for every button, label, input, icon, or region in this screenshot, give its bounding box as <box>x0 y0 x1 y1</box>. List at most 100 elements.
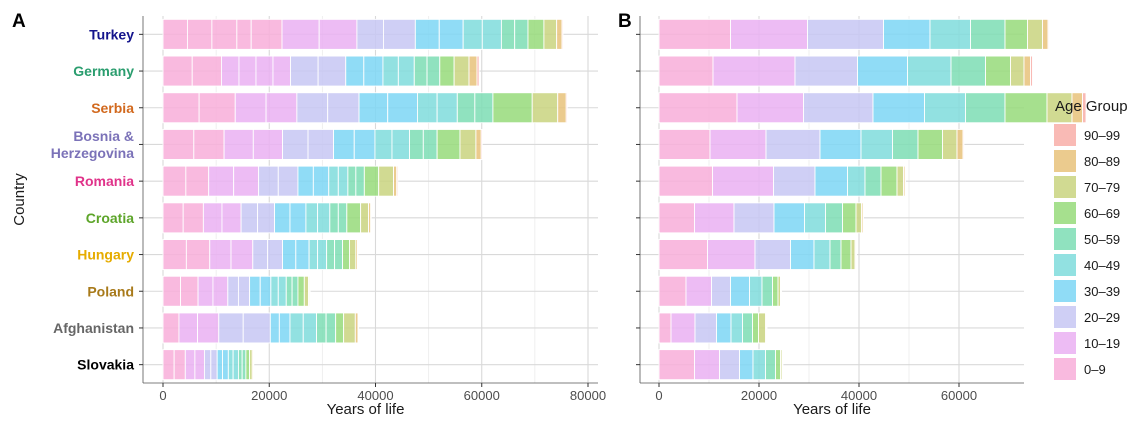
bar-segment <box>227 349 234 381</box>
x-axis-title: Years of life <box>327 401 405 418</box>
bar-segment <box>209 239 232 271</box>
bar-segment <box>191 55 222 87</box>
bar-segment <box>185 239 211 271</box>
bar-segment <box>733 202 775 234</box>
bar-segment <box>182 202 204 234</box>
bar-segment <box>203 349 212 381</box>
legend-swatch <box>1054 124 1076 146</box>
bar-segment <box>277 275 287 307</box>
y-tick-label: Afghanistan <box>53 320 134 336</box>
bar-segment <box>250 18 283 50</box>
bar-segment <box>514 18 529 50</box>
bar-segment <box>658 239 708 271</box>
x-tick-label: 20000 <box>741 388 777 403</box>
x-axis-title: Years of life <box>793 401 871 418</box>
panel-tag-A: A <box>12 11 26 32</box>
legend-label: 10–19 <box>1084 336 1120 351</box>
bar-segment <box>855 202 862 234</box>
bar-segment <box>892 128 919 160</box>
panel-tag-B: B <box>618 11 632 32</box>
bar-segment <box>752 349 766 381</box>
bar-segment <box>942 128 958 160</box>
bar-segment <box>855 239 857 271</box>
bar-segment <box>426 55 441 87</box>
bar-segment <box>397 55 415 87</box>
bar-segment <box>221 202 242 234</box>
x-tick-label: 0 <box>159 388 166 403</box>
bar-segment <box>556 18 563 50</box>
bar-segment <box>202 202 223 234</box>
legend-swatch <box>1054 150 1076 172</box>
bar-segment <box>850 239 856 271</box>
x-tick-label: 20000 <box>251 388 287 403</box>
y-tick-label: Slovakia <box>77 357 134 373</box>
bar-segment <box>658 202 695 234</box>
bar-segment <box>269 312 280 344</box>
bar-segment <box>326 239 336 271</box>
bar-segment <box>252 239 269 271</box>
y-tick-label: Croatia <box>86 210 134 226</box>
bar-segment <box>162 275 181 307</box>
bar-segment <box>1046 92 1073 124</box>
bar-segment <box>355 165 365 197</box>
y-tick-label: Poland <box>87 283 134 299</box>
bar-segment <box>773 202 805 234</box>
bar-segment <box>347 165 357 197</box>
y-tick-label: Turkey <box>89 26 134 42</box>
bar-segment <box>327 92 360 124</box>
bar-segment <box>409 128 424 160</box>
bar-segment <box>353 128 376 160</box>
bar-segment <box>272 55 291 87</box>
bar-segment <box>766 312 768 344</box>
y-tick-label: Bosnia & Herzegovina <box>51 128 134 161</box>
bar-segment <box>765 128 821 160</box>
panel-A: A 0 20000 40000 60000 80000 Years of life <box>12 11 606 418</box>
bar-segment <box>162 312 180 344</box>
bar-segment <box>212 275 229 307</box>
bar-segment <box>328 165 339 197</box>
bar-segment <box>318 18 358 50</box>
bar-segment <box>312 165 330 197</box>
bar-segment <box>500 18 516 50</box>
legend-label: 80–89 <box>1084 154 1120 169</box>
bar-segment <box>860 128 893 160</box>
bar-segment <box>864 165 882 197</box>
bar-segment <box>230 239 254 271</box>
legend-label: 40–49 <box>1084 258 1120 273</box>
bar-segment <box>232 349 239 381</box>
bar-segment <box>950 55 986 87</box>
legend-swatch <box>1054 280 1076 302</box>
bar-segment <box>462 18 483 50</box>
bar-segment <box>305 202 319 234</box>
bar-segment <box>210 349 218 381</box>
legend-swatch <box>1054 202 1076 224</box>
bar-segment <box>162 55 193 87</box>
bar-segment <box>197 275 214 307</box>
bar-segment <box>223 128 254 160</box>
bar-segment <box>358 92 389 124</box>
bar-segment <box>413 55 428 87</box>
bar-segment <box>719 349 740 381</box>
bar-segment <box>383 18 416 50</box>
bar-segment <box>197 312 220 344</box>
bar-segment <box>291 275 299 307</box>
bar-segment <box>238 55 257 87</box>
legend-title: Age Group <box>1055 98 1128 115</box>
bar-segment <box>194 349 205 381</box>
y-tick-label: Romania <box>75 173 134 189</box>
bar-segment <box>761 275 773 307</box>
bar-segment <box>658 275 687 307</box>
bar-segment <box>772 275 779 307</box>
bar-segment <box>758 312 766 344</box>
bar-segment <box>924 92 966 124</box>
legend-label: 0–9 <box>1084 362 1106 377</box>
x-tick-label: 40000 <box>357 388 393 403</box>
bar-segment <box>794 55 858 87</box>
bar-segment <box>468 55 478 87</box>
bar-segment <box>1004 92 1048 124</box>
bar-segment <box>422 128 438 160</box>
bar-segment <box>296 92 329 124</box>
bar-segment <box>803 92 874 124</box>
